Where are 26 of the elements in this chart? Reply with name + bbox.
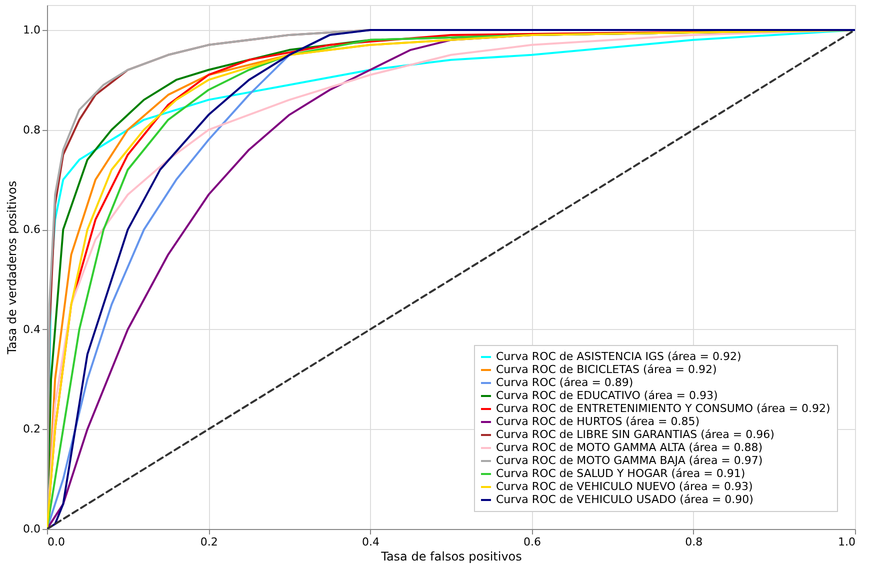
legend-label: Curva ROC de EDUCATIVO (área = 0.93) xyxy=(496,389,718,402)
y-tick-label: 1.0 xyxy=(23,23,40,36)
x-axis-title: Tasa de falsos positivos xyxy=(380,550,522,564)
y-tick-label: 0.2 xyxy=(23,422,40,436)
y-tick-label: 0.4 xyxy=(23,322,40,336)
x-tick-label: 0.2 xyxy=(200,536,218,548)
y-axis-title: Tasa de verdaderos positivos xyxy=(5,180,20,356)
y-tick-label: 0.0 xyxy=(23,522,40,536)
x-tick-label: 0.6 xyxy=(524,536,542,548)
x-tick-label: 0.0 xyxy=(48,536,65,548)
legend-label: Curva ROC de VEHICULO USADO (área = 0.90) xyxy=(496,493,754,506)
legend-label: Curva ROC de MOTO GAMMA ALTA (área = 0.88) xyxy=(496,441,763,454)
legend-label: Curva ROC de SALUD Y HOGAR (área = 0.91) xyxy=(496,467,746,480)
legend-label: Curva ROC de HURTOS (área = 0.85) xyxy=(496,415,700,428)
legend-label: Curva ROC de BICICLETAS (área = 0.92) xyxy=(496,363,717,376)
legend-label: Curva ROC de LIBRE SIN GARANTIAS (área = 0.96) xyxy=(496,428,774,441)
y-tick-label: 0.6 xyxy=(23,223,40,236)
legend-label: Curva ROC de MOTO GAMMA BAJA (área = 0.97) xyxy=(496,454,763,467)
legend-label: Curva ROC de VEHICULO NUEVO (área = 0.93) xyxy=(496,480,753,493)
legend-label: Curva ROC de ASISTENCIA IGS (área = 0.92) xyxy=(496,350,742,363)
x-tick-label: 1.0 xyxy=(838,536,856,548)
x-tick-label: 0.8 xyxy=(685,536,703,548)
x-tick-label: 0.4 xyxy=(362,536,380,548)
legend-label: Curva ROC de ENTRETENIMIENTO Y CONSUMO (área = 0.92) xyxy=(496,402,830,415)
y-tick-label: 0.8 xyxy=(23,123,40,136)
legend-label: Curva ROC (área = 0.89) xyxy=(496,376,634,389)
